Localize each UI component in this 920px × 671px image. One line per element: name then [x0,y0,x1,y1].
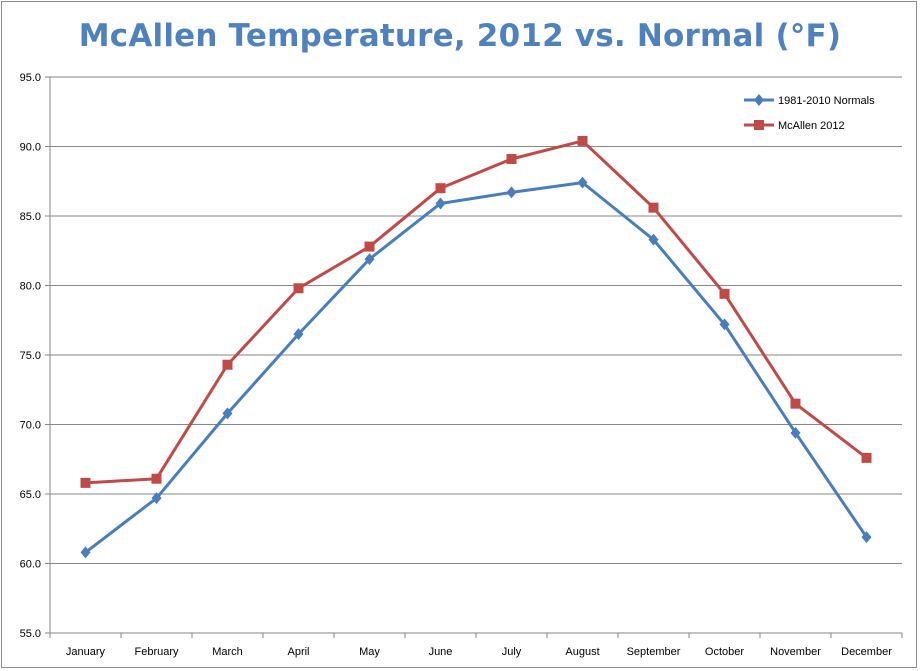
x-tick-label: June [429,646,453,658]
data-point [293,283,304,294]
data-point [719,318,730,331]
series-0 [80,176,872,559]
y-tick-label: 65.0 [20,489,41,501]
data-point [790,426,801,439]
legend: 1981-2010 Normals McAllen 2012 [744,94,875,132]
x-tick-label: February [134,646,179,658]
legend-marker [754,94,764,106]
series-line [85,139,868,485]
data-point [293,328,304,341]
x-tick-label: May [359,646,380,658]
y-tick-label: 80.0 [20,281,41,293]
y-tick-labels: 55.0 60.0 65.0 70.0 75.0 80.0 85.0 90.0 95.0 [20,72,41,640]
data-point [222,407,233,420]
x-tick-label: December [841,646,892,658]
data-point [364,241,375,252]
legend-label: McAllen 2012 [778,120,845,132]
y-tick-label: 95.0 [20,72,41,84]
data-point [719,288,730,299]
chart-title: McAllen Temperature, 2012 vs. Normal (°F… [78,18,842,54]
x-tick-label: November [770,646,821,658]
data-point [506,154,517,165]
gridlines [50,76,902,564]
data-point [80,477,91,488]
data-point [80,546,91,559]
legend-item: 1981-2010 Normals [744,94,875,107]
data-point [435,197,446,210]
data-point [790,398,801,409]
x-tick-labels: January February March April May June July Augu… [66,646,892,658]
data-point [435,183,446,194]
data-point [506,186,517,199]
legend-marker [754,120,764,130]
series-group [80,135,872,559]
series-1 [80,135,872,488]
x-tick-label: April [287,646,309,658]
x-tick-label: March [212,646,243,658]
x-tick-label: January [66,646,106,658]
data-point [648,233,659,246]
y-tick-label: 85.0 [20,211,41,223]
series-line [84,181,868,554]
data-point [577,135,588,146]
data-point [861,452,872,463]
data-point [861,531,872,544]
y-tick-label: 70.0 [20,420,41,432]
y-tick-label: 55.0 [20,628,41,640]
x-tick-label: August [565,646,599,658]
y-tick-label: 90.0 [20,142,41,154]
y-tick-label: 60.0 [20,559,41,571]
data-point [151,492,162,505]
y-tick-label: 75.0 [20,350,41,362]
x-tick-label: September [627,646,681,658]
x-tick-label: October [705,646,744,658]
axes [45,76,903,638]
data-point [577,176,588,189]
data-point [151,473,162,484]
x-tick-label: July [502,646,522,658]
data-point [364,253,375,266]
data-point [222,359,233,370]
data-point [648,202,659,213]
legend-item: McAllen 2012 [744,120,845,132]
legend-label: 1981-2010 Normals [778,95,875,107]
